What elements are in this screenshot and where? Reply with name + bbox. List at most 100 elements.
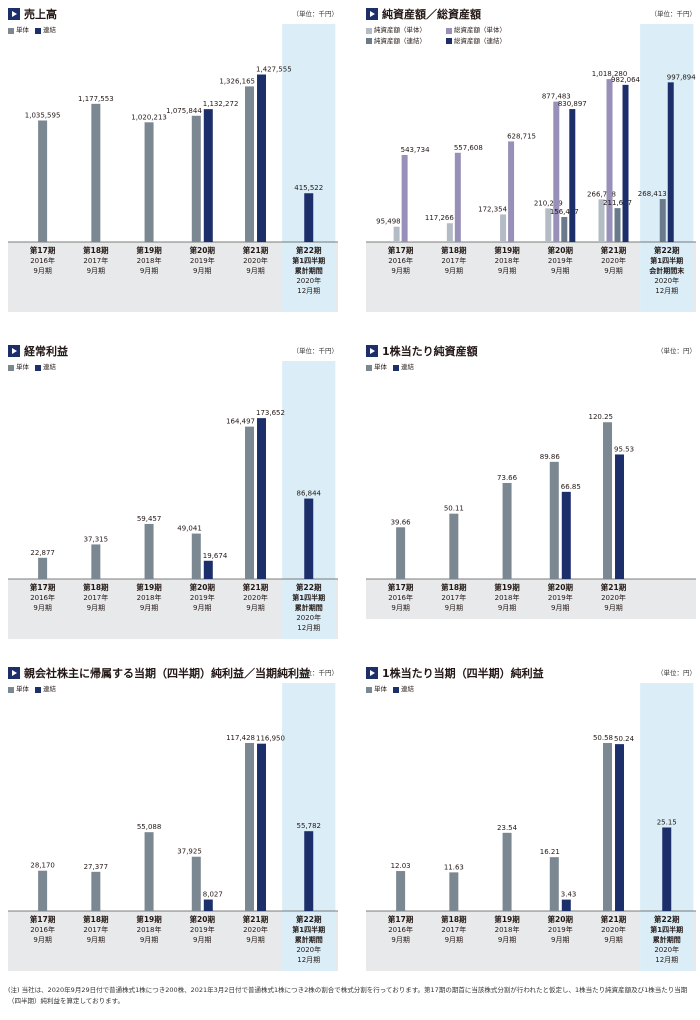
bar-1 <box>245 742 255 911</box>
bar-1 <box>38 557 48 579</box>
bar-1 <box>144 122 154 242</box>
chart-title: 純資産額／総資産額 <box>366 6 481 22</box>
data-label: 1,177,553 <box>78 95 114 103</box>
category-band-highlight <box>640 911 694 971</box>
category-label: 2019年 <box>548 593 573 602</box>
data-label: 172,354 <box>478 205 507 213</box>
legend-item: 単体 <box>366 685 387 694</box>
legend-label: 連結 <box>43 363 56 371</box>
category-label: 2020年 <box>601 925 626 934</box>
legend-label: 単体 <box>16 685 29 693</box>
title-marker-icon <box>366 345 378 357</box>
category-label: 第18期 <box>83 582 109 592</box>
category-label: 9月期 <box>193 936 211 944</box>
legend-swatch <box>366 364 372 371</box>
category-label: 第1四半期 <box>292 925 325 934</box>
data-label: 1,020,213 <box>131 113 167 121</box>
data-label: 164,497 <box>226 418 255 426</box>
data-label: 66.85 <box>561 483 581 491</box>
bar-1 <box>502 832 512 911</box>
category-label: 第21期 <box>601 245 627 255</box>
title-marker-icon <box>366 667 378 679</box>
category-label: 第17期 <box>30 914 56 924</box>
bar-1 <box>245 426 255 579</box>
legend-item: 単体 <box>8 26 29 35</box>
bar-4 <box>622 84 629 243</box>
data-label: 27,377 <box>84 863 109 871</box>
data-label: 415,522 <box>294 184 323 192</box>
bar-1 <box>449 513 459 579</box>
legend-label: 連結 <box>401 685 414 693</box>
chart-panel-netincome: 親会社株主に帰属する当期（四半期）純利益／当期純利益 （単位：千円） 単体 連結 … <box>8 665 338 975</box>
category-band-highlight <box>640 242 694 312</box>
category-label: 第22期 <box>296 582 322 592</box>
data-label: 73.66 <box>497 474 518 482</box>
category-label: 9月期 <box>445 936 463 944</box>
chart-panel-sales: 売上高 （単位：千円） 単体 連結 1,035,595 第17期 2016年 9月期 1,… <box>8 6 338 312</box>
category-band-highlight <box>282 911 336 971</box>
category-label: 2018年 <box>137 593 162 602</box>
legend-swatch <box>393 364 399 371</box>
bar-1 <box>91 871 101 911</box>
bar-1 <box>91 544 101 579</box>
bar-2 <box>257 74 267 242</box>
category-label: 累計期間 <box>295 603 323 612</box>
chart-title: 経常利益 <box>8 343 68 359</box>
category-label: 第21期 <box>601 582 627 592</box>
data-label: 557,608 <box>454 144 483 152</box>
data-label: 117,266 <box>425 214 454 222</box>
data-label: 210,279 <box>534 199 563 207</box>
category-label: 2020年 <box>296 945 321 954</box>
category-label: 2020年 <box>243 593 268 602</box>
category-label: 2016年 <box>30 593 55 602</box>
unit-label: （単位：千円） <box>292 669 339 677</box>
category-label: 会計期間末 <box>649 266 685 275</box>
category-label: 9月期 <box>87 936 105 944</box>
category-band-highlight <box>282 242 336 312</box>
bar-4 <box>569 109 576 242</box>
bar-2 <box>615 744 625 911</box>
bar-2 <box>508 141 515 242</box>
bar-1 <box>603 743 613 911</box>
bar-2 <box>401 155 408 242</box>
legend-swatch <box>446 27 452 34</box>
category-label: 第18期 <box>83 914 109 924</box>
category-label: 第18期 <box>441 582 467 592</box>
category-label: 9月期 <box>498 936 516 944</box>
data-label: 19,674 <box>203 552 228 560</box>
data-label: 55,088 <box>137 823 162 831</box>
title-marker-icon <box>8 667 20 679</box>
legend-label: 純資産額（連結） <box>374 36 426 45</box>
category-label: 第19期 <box>136 245 162 255</box>
data-label: 117,428 <box>226 734 255 742</box>
category-label: 2018年 <box>137 925 162 934</box>
category-label: 2016年 <box>388 256 413 265</box>
category-label: 9月期 <box>445 604 463 612</box>
category-label: 9月期 <box>391 604 409 612</box>
legend-item: 総資産額（単体） <box>446 26 520 35</box>
data-label: 1,427,555 <box>256 66 292 74</box>
category-label: 9月期 <box>551 604 569 612</box>
legend-item: 単体 <box>8 363 29 372</box>
category-label: 2017年 <box>83 593 108 602</box>
category-label: 第19期 <box>136 582 162 592</box>
bar-2 <box>606 79 613 243</box>
category-label: 12月期 <box>655 956 678 964</box>
legend: 単体 連結 <box>8 685 62 696</box>
bar-1 <box>191 533 201 579</box>
category-label: 9月期 <box>246 604 264 612</box>
category-label: 2020年 <box>296 276 321 285</box>
category-label: 9月期 <box>445 267 463 275</box>
legend-swatch <box>8 364 14 371</box>
legend-swatch <box>446 38 452 44</box>
category-label: 第1四半期 <box>650 925 683 934</box>
category-label: 2020年 <box>601 593 626 602</box>
category-label: 2020年 <box>601 256 626 265</box>
data-label: 12.03 <box>391 862 411 870</box>
unit-label: （単位：千円） <box>292 347 339 355</box>
data-label: 95.53 <box>614 445 634 453</box>
data-label: 23.54 <box>497 824 518 832</box>
